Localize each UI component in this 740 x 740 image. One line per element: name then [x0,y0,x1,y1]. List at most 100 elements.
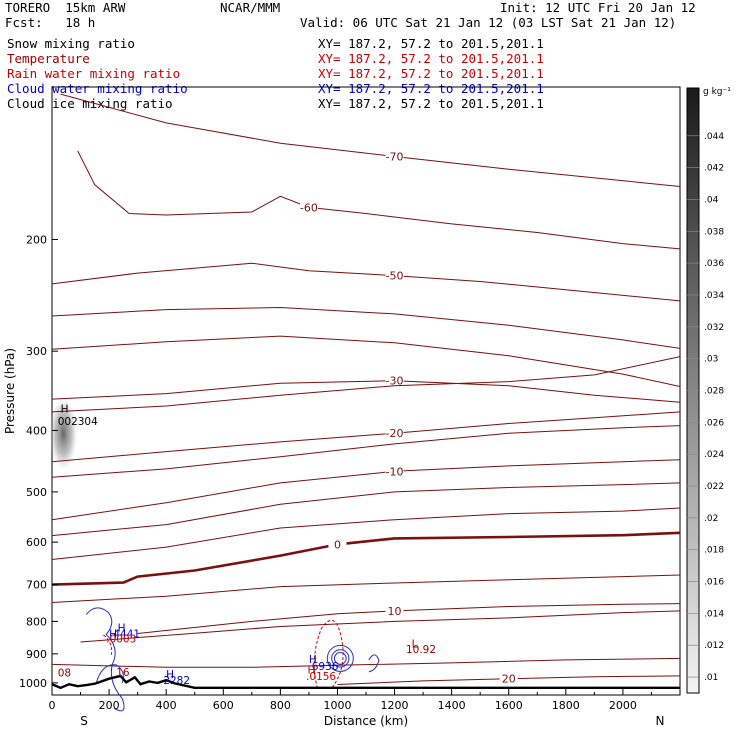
field-name-cloud-water: Cloud water mixing ratio [7,81,188,96]
colorbar-tick-label: .026 [704,418,724,428]
isotherm-label: 10 [388,605,402,618]
contour-annotation: 4441 [113,628,140,640]
field-xy-temperature: XY= 187.2, 57.2 to 201.5,201.1 [318,51,544,66]
isotherm-line [51,482,681,537]
colorbar-tick-label: .03 [704,355,718,365]
field-name-temperature: Temperature [7,51,90,66]
x-tick-label: 1400 [438,699,466,712]
field-xy-cloud-ice: XY= 187.2, 57.2 to 201.5,201.1 [318,96,544,111]
rain-water-contour [313,619,344,689]
isotherm-label: -30 [386,375,404,388]
x-tick-label: 0 [49,699,56,712]
contour-annotation: H [118,623,126,635]
x-tick-label: 1600 [495,699,523,712]
colorbar-tick-label: .028 [704,387,724,397]
colorbar-unit: g kg⁻¹ [703,87,731,97]
x-tick-label: 200 [99,699,120,712]
y-tick-label: 600 [26,536,47,549]
colorbar-tick-label: .042 [704,164,724,174]
isotherm-label-bg [499,672,518,684]
field-xy-snow: XY= 187.2, 57.2 to 201.5,201.1 [318,36,544,51]
isotherm-line [51,411,681,463]
x-tick-label: 400 [156,699,177,712]
x-tick-label: 1800 [552,699,580,712]
isotherm-label: -60 [300,201,318,214]
x-tick-label: 1000 [323,699,351,712]
endpoint-right-label: N [656,714,665,728]
cloud-water-contour [368,654,380,673]
isotherm-line [60,93,681,187]
field-name-rain: Rain water mixing ratio [7,66,181,81]
isotherm-label-bg [328,538,347,550]
y-tick-label: 1000 [19,677,47,690]
model-label: TORERO 15km ARW [5,0,126,15]
isotherm-label-bg [385,604,404,616]
y-tick-label: 400 [26,424,47,437]
cloud-water-contour [333,652,347,665]
colorbar-tick-label: .024 [704,450,724,460]
y-tick-label: 200 [26,233,47,246]
isotherm-label: -10 [386,465,404,478]
isotherm-line [51,459,681,521]
isotherm-line [51,574,681,603]
isotherm-label: 0 [334,538,341,551]
colorbar-tick-label: .012 [704,641,724,651]
forecast-hour: Fcst: 18 h [5,15,96,30]
isotherm-label-bg [299,201,318,213]
contour-annotation: L [412,639,418,651]
colorbar: .01 .012 .014 .016 .018 .02 .022 .024 .026 .028 .0… [686,87,731,694]
contour-annotation: H [61,404,69,416]
contour-annotation: H [109,628,117,640]
isotherm-line [51,507,681,560]
isotherm-line [51,425,681,478]
cloud-water-contour [326,644,354,672]
colorbar-tick-label: .02 [704,514,718,524]
isotherm-label-bg [385,150,404,162]
y-tick-label: 700 [26,579,47,592]
colorbar-tick-label: .01 [704,673,718,683]
y-tick-label: 800 [26,615,47,628]
isotherm-label-bg [385,374,404,386]
field-xy-cloud-water: XY= 187.2, 57.2 to 201.5,201.1 [318,81,544,96]
contour-annotation: H [307,664,315,676]
isotherm-label: 20 [502,673,516,686]
field-name-snow: Snow mixing ratio [7,36,135,51]
cloud-water-contour [95,664,124,684]
isotherm-line [51,335,681,387]
isotherm-label: -50 [386,270,404,283]
colorbar-tick-label: .044 [704,132,724,142]
y-tick-label: 500 [26,486,47,499]
contour-annotation: H [309,654,317,666]
colorbar-tick-label: .036 [704,259,724,269]
isotherm-line [51,657,681,668]
contour-annotation: 2282 [163,675,190,687]
x-axis-label: Distance (km) [324,714,408,728]
y-tick-label: 900 [26,648,47,661]
colorbar-tick-label: .038 [704,227,724,237]
rain-water-contour [103,634,113,655]
center-label: NCAR/MMM [220,0,281,15]
contour-annotation: 16 [116,667,130,679]
contour-annotation: H [166,669,174,681]
isotherm-label-bg [385,269,404,281]
y-tick-label: 300 [26,345,47,358]
colorbar-tick-label: .032 [704,323,724,333]
init-time: Init: 12 UTC Fri 20 Jan 12 [500,0,696,15]
colorbar-tick-label: .034 [704,291,724,301]
snow-shading [49,397,78,470]
contour-annotation: 10.92 [406,644,436,656]
x-tick-label: 600 [213,699,234,712]
isotherm-line [51,380,681,403]
isotherm-line [137,603,681,634]
contour-annotation: 002304 [58,416,98,428]
cloud-water-contour [85,607,125,712]
x-tick-label: 1200 [381,699,409,712]
x-tick-label: 800 [270,699,291,712]
isotherm-label: -70 [386,151,404,164]
valid-time: Valid: 06 UTC Sat 21 Jan 12 (03 LST Sat … [300,15,677,30]
isotherm-label-bg [385,465,404,477]
y-axis-label: Pressure (hPa) [3,348,17,434]
isotherm-line [80,610,681,643]
field-name-cloud-ice: Cloud ice mixing ratio [7,96,173,111]
colorbar-tick-label: .016 [704,578,724,588]
